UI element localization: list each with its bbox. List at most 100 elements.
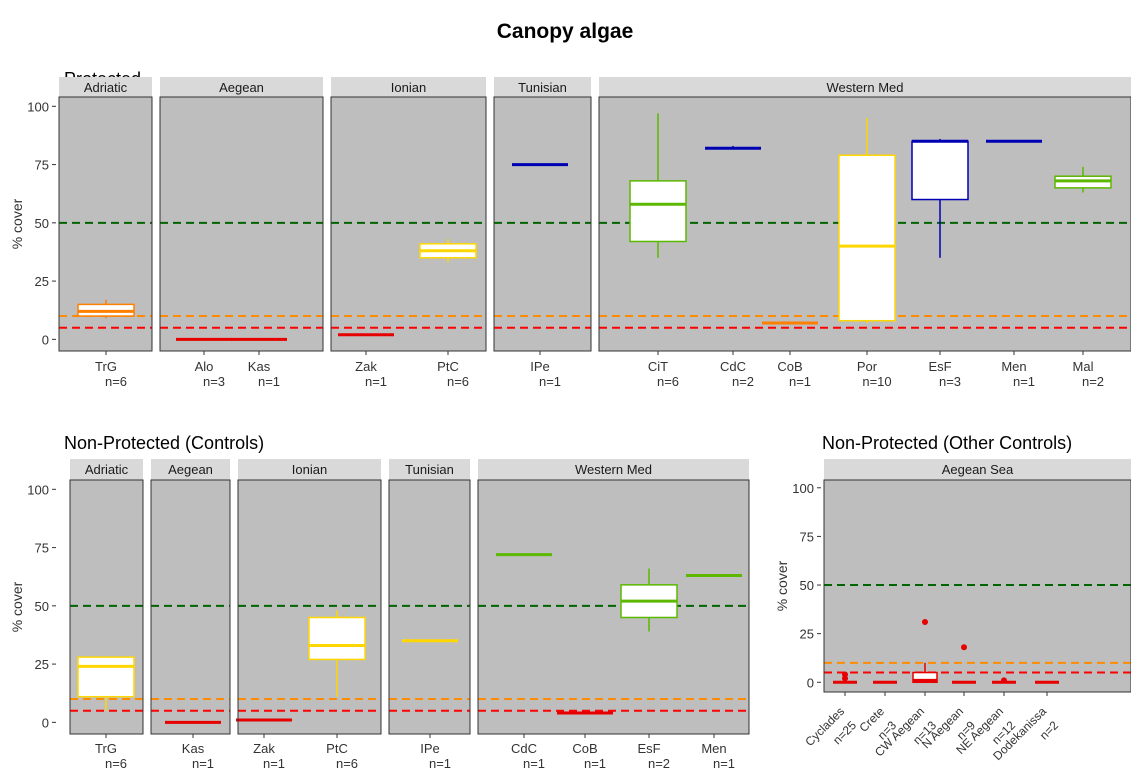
site-n-label: n=1 (1013, 374, 1035, 389)
site-label: Por (857, 359, 878, 374)
facet-panel (824, 480, 1131, 692)
box (838, 154, 896, 322)
site-label: PtC (437, 359, 459, 374)
site-label: CiT (648, 359, 668, 374)
facet-panel (331, 97, 486, 351)
site-n-label: n=1 (789, 374, 811, 389)
site-n-label: n=1 (365, 374, 387, 389)
facet-strip-label: Aegean (168, 462, 213, 477)
site-n-label: n=3 (939, 374, 961, 389)
y-tick-label: 50 (35, 599, 49, 614)
site-label: Kas (182, 741, 205, 756)
facet-border (58, 96, 153, 352)
facet-strip-label: Aegean Sea (942, 462, 1014, 477)
facet-strip (59, 77, 152, 97)
facet-border (69, 479, 144, 735)
site-n-label: n=2 (648, 756, 670, 771)
chart-protected: % cover0255075100AdriaticTrGn=6AegeanAlo… (9, 77, 1131, 389)
site-label: Alo (195, 359, 214, 374)
y-tick-label: 0 (42, 332, 49, 347)
facet-border (159, 96, 324, 352)
site-n-label: n=1 (192, 756, 214, 771)
facet-panel (494, 97, 591, 351)
site-n-label: n=3 (203, 374, 225, 389)
y-tick-label: 25 (800, 627, 814, 642)
y-tick-label: 75 (800, 529, 814, 544)
facet-strip-label: Western Med (575, 462, 652, 477)
y-tick-label: 100 (27, 482, 49, 497)
outlier-point (922, 618, 928, 625)
site-label: EsF (637, 741, 660, 756)
y-tick-label: 25 (35, 274, 49, 289)
site-label: Kas (248, 359, 271, 374)
site-label: IPe (420, 741, 440, 756)
facet-strip (238, 459, 381, 480)
outlier-point (842, 671, 848, 678)
site-n-label: n=6 (336, 756, 358, 771)
y-tick-label: 0 (807, 675, 814, 690)
facet-strip-label: Adriatic (84, 80, 128, 95)
box (308, 616, 366, 661)
box (911, 140, 969, 201)
facet-strip (478, 459, 749, 480)
facet-strip-label: Tunisian (405, 462, 454, 477)
chart-non-protected-controls: % cover0255075100AdriaticTrGn=6AegeanKas… (9, 459, 750, 771)
facet-strip (494, 77, 591, 97)
facet-strip (70, 459, 143, 480)
facet-strip (599, 77, 1131, 97)
facet-strip (151, 459, 230, 480)
site-label: TrG (95, 741, 117, 756)
site-label: Mal (1073, 359, 1094, 374)
facet-panel (160, 97, 323, 351)
facet-panel (478, 480, 749, 734)
facet-border (330, 96, 487, 352)
y-tick-label: 100 (792, 481, 814, 496)
site-label: CdC (720, 359, 746, 374)
facet-strip-label: Western Med (826, 80, 903, 95)
facet-border (493, 96, 592, 352)
site-label: EsF (928, 359, 951, 374)
site-n-label: n=2 (732, 374, 754, 389)
facet-border (388, 479, 471, 735)
facet-border (237, 479, 382, 735)
site-label: IPe (530, 359, 550, 374)
y-axis-label: % cover (9, 198, 25, 249)
site-label: PtC (326, 741, 348, 756)
site-label: TrG (95, 359, 117, 374)
facet-strip-label: Ionian (391, 80, 426, 95)
site-n-label: n=6 (105, 374, 127, 389)
outlier-point (1001, 677, 1007, 684)
site-n-label: n=1 (258, 374, 280, 389)
facet-strip (824, 459, 1131, 480)
site-n-label: n=1 (523, 756, 545, 771)
y-tick-label: 0 (42, 715, 49, 730)
box (77, 656, 135, 698)
site-label: CoB (572, 741, 597, 756)
facet-border (823, 479, 1131, 693)
chart-3-title: Non-Protected (Other Controls) (822, 433, 1072, 453)
site-label: CoB (777, 359, 802, 374)
box (629, 180, 687, 243)
facet-strip (331, 77, 486, 97)
facet-strip-label: Tunisian (518, 80, 567, 95)
y-tick-label: 75 (35, 158, 49, 173)
y-tick-label: 50 (35, 216, 49, 231)
y-axis-label: % cover (9, 581, 25, 632)
site-n-label: n=10 (862, 374, 891, 389)
site-n-label: n=6 (447, 374, 469, 389)
site-n-label: n=1 (713, 756, 735, 771)
site-label: Zak (355, 359, 377, 374)
site-n-label: n=2 (1082, 374, 1104, 389)
outlier-point (961, 644, 967, 651)
facet-strip-label: Ionian (292, 462, 327, 477)
facet-strip (389, 459, 470, 480)
facet-strip-label: Aegean (219, 80, 264, 95)
site-label: Men (701, 741, 726, 756)
y-axis-label: % cover (774, 560, 790, 611)
figure-title: Canopy algae (497, 20, 634, 43)
facet-panel (238, 480, 381, 734)
y-tick-label: 50 (800, 578, 814, 593)
site-n-label: n=6 (105, 756, 127, 771)
